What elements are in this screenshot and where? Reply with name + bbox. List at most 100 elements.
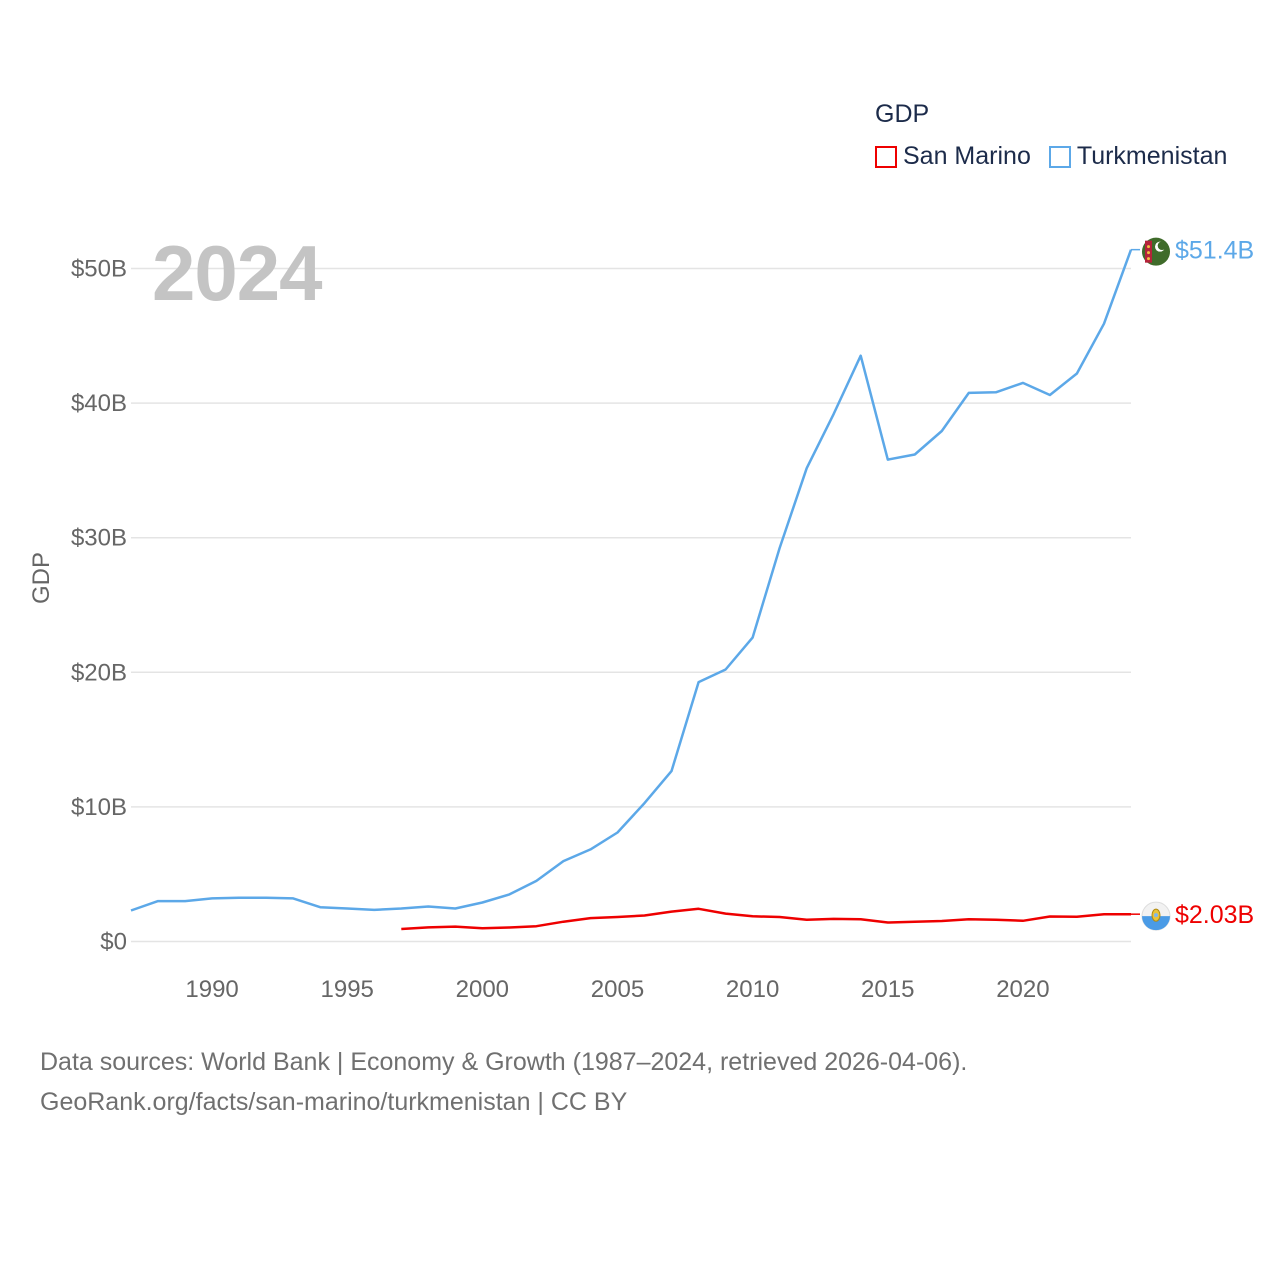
data-point-turkmenistan <box>723 666 729 672</box>
data-point-san-marino <box>912 919 918 925</box>
data-point-turkmenistan <box>425 904 431 910</box>
legend-label-san-marino: San Marino <box>903 142 1031 170</box>
data-point-san-marino <box>993 917 999 923</box>
san-marino-flag-icon <box>1141 901 1171 931</box>
data-point-san-marino <box>966 916 972 922</box>
data-point-turkmenistan <box>182 898 188 904</box>
data-point-san-marino <box>885 920 891 926</box>
x-tick-label: 1995 <box>321 976 374 1003</box>
data-point-san-marino <box>1101 911 1107 917</box>
legend-swatch-turkmenistan <box>1048 145 1071 168</box>
data-point-turkmenistan <box>642 800 648 806</box>
y-tick-label: $30B <box>71 525 127 552</box>
data-point-san-marino <box>723 911 729 917</box>
data-point-san-marino <box>804 917 810 923</box>
source-line-2[interactable]: GeoRank.org/facts/san-marino/turkmenista… <box>40 1088 628 1116</box>
data-point-turkmenistan <box>506 891 512 897</box>
y-tick-label: $0 <box>100 929 127 956</box>
data-point-san-marino <box>642 913 648 919</box>
legend: San Marino Turkmenistan <box>875 142 1245 171</box>
data-point-turkmenistan <box>1074 370 1080 376</box>
legend-label-turkmenistan: Turkmenistan <box>1076 142 1228 170</box>
series-end-labels: $2.03B $51.4B <box>1131 237 1254 931</box>
series-lines <box>128 249 1133 932</box>
data-point-turkmenistan <box>1101 321 1107 327</box>
data-point-turkmenistan <box>831 411 837 417</box>
data-point-turkmenistan <box>912 452 918 458</box>
data-point-turkmenistan <box>155 898 161 904</box>
source-note: Data sources: World Bank | Economy & Gro… <box>40 1042 967 1122</box>
data-point-turkmenistan <box>669 768 675 774</box>
data-point-turkmenistan <box>209 895 215 901</box>
x-tick-label: 2005 <box>591 976 644 1003</box>
data-point-san-marino <box>479 925 485 931</box>
data-point-turkmenistan <box>614 829 620 835</box>
data-point-turkmenistan <box>128 908 134 914</box>
x-tick-label: 2010 <box>726 976 779 1003</box>
y-tick-label: $40B <box>71 390 127 417</box>
grid-lines <box>131 267 1131 943</box>
x-tick-label: 2020 <box>996 976 1049 1003</box>
data-point-turkmenistan <box>858 353 864 359</box>
y-tick-label: $10B <box>71 794 127 821</box>
data-point-san-marino <box>614 914 620 920</box>
data-point-turkmenistan <box>263 895 269 901</box>
data-point-turkmenistan <box>966 390 972 396</box>
data-point-san-marino <box>939 918 945 924</box>
end-label-san-marino: $2.03B <box>1175 901 1254 929</box>
data-point-turkmenistan <box>885 457 891 463</box>
data-point-turkmenistan <box>371 907 377 913</box>
data-point-turkmenistan <box>533 878 539 884</box>
legend-item-turkmenistan[interactable]: Turkmenistan <box>1048 142 1228 171</box>
x-tick-label: 2000 <box>456 976 509 1003</box>
data-point-san-marino <box>1047 913 1053 919</box>
data-point-turkmenistan <box>452 906 458 912</box>
x-axis: 1990 1995 2000 2005 2010 2015 2020 <box>185 976 1049 1003</box>
data-point-san-marino <box>1020 918 1026 924</box>
data-point-turkmenistan <box>290 895 296 901</box>
data-point-turkmenistan <box>1020 380 1026 386</box>
source-line-1: Data sources: World Bank | Economy & Gro… <box>40 1048 968 1076</box>
data-point-san-marino <box>533 923 539 929</box>
y-axis: $0 $10B $20B $30B $40B $50B <box>71 256 127 956</box>
data-point-san-marino <box>587 915 593 921</box>
data-point-san-marino <box>452 924 458 930</box>
data-point-san-marino <box>506 925 512 931</box>
series-line-turkmenistan <box>130 249 1133 912</box>
data-point-turkmenistan <box>939 428 945 434</box>
data-point-turkmenistan <box>804 465 810 471</box>
y-tick-label: $20B <box>71 659 127 686</box>
series-line-san-marino <box>401 907 1131 931</box>
turkmenistan-flag-icon <box>1142 237 1170 266</box>
data-point-san-marino <box>831 916 837 922</box>
x-tick-label: 1990 <box>185 976 238 1003</box>
data-point-san-marino <box>777 914 783 920</box>
legend-swatch-san-marino <box>875 145 897 168</box>
data-point-turkmenistan <box>993 389 999 395</box>
data-point-turkmenistan <box>479 899 485 905</box>
data-point-turkmenistan <box>587 846 593 852</box>
data-point-san-marino <box>669 909 675 915</box>
data-point-turkmenistan <box>777 545 783 551</box>
y-axis-title: GDP <box>28 551 55 605</box>
data-point-san-marino <box>696 906 702 912</box>
data-point-san-marino <box>398 926 404 932</box>
year-label: 2024 <box>152 229 323 317</box>
data-point-san-marino <box>750 913 756 919</box>
data-point-turkmenistan <box>317 904 323 910</box>
data-point-turkmenistan <box>750 635 756 641</box>
legend-item-san-marino[interactable]: San Marino <box>875 142 1031 171</box>
data-point-turkmenistan <box>1047 392 1053 398</box>
data-point-turkmenistan <box>560 858 566 864</box>
data-point-san-marino <box>560 919 566 925</box>
data-point-turkmenistan <box>236 895 242 901</box>
legend-title: GDP <box>875 100 930 128</box>
x-tick-label: 2015 <box>861 976 914 1003</box>
data-point-turkmenistan <box>344 906 350 912</box>
data-point-turkmenistan <box>696 679 702 685</box>
data-point-turkmenistan <box>398 906 404 912</box>
data-point-san-marino <box>425 924 431 930</box>
data-point-san-marino <box>858 916 864 922</box>
end-label-turkmenistan: $51.4B <box>1175 237 1254 265</box>
